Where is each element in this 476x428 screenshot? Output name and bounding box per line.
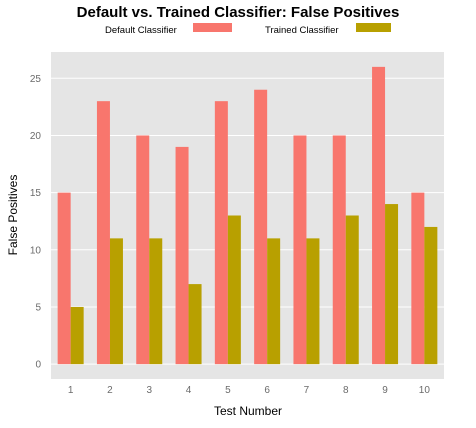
bar-default-test-5 bbox=[214, 101, 228, 365]
x-tick-label: 3 bbox=[146, 385, 152, 396]
x-tick-label: 1 bbox=[68, 385, 74, 396]
bar-trained-test-8 bbox=[345, 215, 359, 365]
x-tick-label: 10 bbox=[419, 385, 431, 396]
y-tick-label: 15 bbox=[30, 188, 42, 199]
bar-trained-test-1 bbox=[70, 306, 84, 365]
x-axis-title: Test Number bbox=[214, 404, 282, 418]
bar-default-test-7 bbox=[293, 135, 307, 365]
x-tick-label: 6 bbox=[264, 385, 270, 396]
x-tick-label: 9 bbox=[382, 385, 388, 396]
bar-trained-test-3 bbox=[149, 238, 163, 365]
bars bbox=[57, 66, 438, 365]
x-tick-label: 7 bbox=[304, 385, 310, 396]
legend: Default Classifier Trained Classifier bbox=[105, 23, 391, 36]
y-tick-label: 10 bbox=[30, 245, 42, 256]
legend-label-default: Default Classifier bbox=[105, 25, 177, 36]
y-tick-label: 0 bbox=[35, 360, 41, 371]
bar-trained-test-2 bbox=[109, 238, 123, 365]
y-axis-ticks: 0 5 10 15 20 25 bbox=[30, 74, 42, 371]
x-tick-label: 2 bbox=[107, 385, 113, 396]
bar-trained-test-4 bbox=[188, 284, 202, 365]
bar-trained-test-5 bbox=[227, 215, 241, 365]
bar-default-test-4 bbox=[175, 146, 189, 365]
legend-swatch-trained bbox=[356, 23, 391, 32]
bar-default-test-10 bbox=[411, 192, 425, 365]
legend-swatch-default bbox=[193, 23, 232, 32]
bar-trained-test-10 bbox=[424, 226, 438, 365]
bar-default-test-2 bbox=[96, 101, 110, 365]
y-tick-label: 5 bbox=[35, 302, 41, 313]
bar-default-test-1 bbox=[57, 192, 71, 365]
y-tick-label: 25 bbox=[30, 74, 42, 85]
x-tick-label: 8 bbox=[343, 385, 349, 396]
bar-trained-test-6 bbox=[267, 238, 281, 365]
x-tick-label: 4 bbox=[186, 385, 192, 396]
x-axis-ticks: 1 2 3 4 5 6 7 8 9 10 bbox=[68, 385, 430, 396]
y-tick-label: 20 bbox=[30, 131, 42, 142]
bar-default-test-9 bbox=[372, 66, 386, 365]
y-axis-title: False Positives bbox=[6, 175, 20, 256]
legend-label-trained: Trained Classifier bbox=[265, 25, 339, 36]
bar-trained-test-7 bbox=[306, 238, 320, 365]
x-tick-label: 5 bbox=[225, 385, 231, 396]
bar-default-test-8 bbox=[332, 135, 346, 365]
bar-default-test-3 bbox=[136, 135, 150, 365]
bar-trained-test-9 bbox=[385, 204, 399, 365]
chart-title: Default vs. Trained Classifier: False Po… bbox=[77, 4, 400, 21]
bar-default-test-6 bbox=[254, 89, 268, 365]
